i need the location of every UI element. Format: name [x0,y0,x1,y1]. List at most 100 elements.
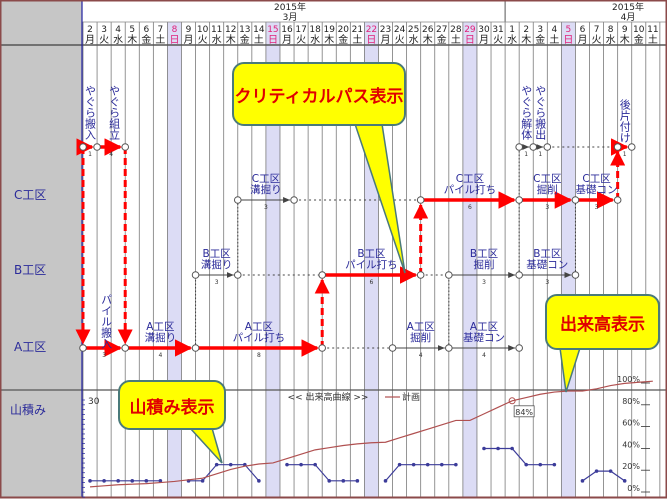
day-number: 17 [295,25,306,35]
resource-point [228,462,233,467]
task-label: パイル打ち [444,183,497,196]
weekday-label: 日 [169,35,179,46]
event-node [79,143,87,151]
task-area-label: A工区 [245,321,273,333]
resource-point [130,479,135,483]
event-node [93,143,101,151]
callout-earned-value: 出来高表示 [545,294,660,350]
task-label: 基礎コン [576,183,618,196]
task-area-label: B工区 [357,248,385,260]
event-node [613,143,622,151]
weekday-label: 月 [184,34,194,46]
legend-plan-label: 計画 [402,391,420,403]
event-node [416,196,425,204]
day-number: 31 [492,25,503,35]
right-axis-label: 20% [622,462,640,471]
resource-point [299,462,303,467]
event-node [613,196,622,204]
task-area-label: A工区 [146,321,174,333]
resource-point [608,469,613,473]
task-area-label: C工区 [252,173,280,185]
day-number: 9 [186,25,192,35]
task-label: やぐら組立 [108,85,121,140]
day-number: 1 [509,25,515,35]
weekday-label: 木 [324,34,334,46]
day-number: 29 [464,25,476,35]
right-axis-label: 60% [622,419,640,428]
resource-point [214,462,219,467]
resource-point [496,446,500,451]
callout-critical-path-tail [353,123,406,274]
task-label: 掘削 [537,183,558,196]
row-label-B: B工区 [14,263,46,277]
weekday-label: 木 [423,34,433,46]
resource-point [538,462,543,467]
day-number: 8 [608,25,614,35]
task-label: パイル搬入 [100,294,113,349]
weekday-label: 木 [127,34,137,46]
day-number: 7 [594,25,600,35]
task-area-label: B工区 [470,248,498,260]
weekday-label: 火 [99,34,109,46]
day-number: 30 [478,25,490,35]
weekday-label: 木 [226,34,236,46]
event-node [79,344,87,352]
resource-point [439,462,444,467]
resource-point [580,479,585,483]
resource-point [355,479,360,483]
resource-point [285,462,289,467]
resource-point [313,462,317,467]
resource-point [594,469,599,473]
day-number: 9 [622,25,628,35]
day-number: 7 [158,25,164,35]
progress-label: 84% [515,408,533,417]
event-node [191,344,200,352]
weekday-label: 月 [85,34,95,46]
resource-point [425,462,430,467]
weekday-label: 水 [409,34,419,46]
day-number: 5 [566,25,572,35]
day-number: 5 [129,25,135,35]
weekday-label: 火 [198,34,208,46]
resource-point [397,462,402,467]
task-label: パイル打ち [345,258,398,271]
day-number: 10 [197,25,209,35]
task-area-label: C工区 [582,173,610,185]
weekday-label: 土 [155,33,165,46]
weekday-label: 火 [296,34,306,46]
right-axis-label: 80% [622,397,640,406]
row-label-A: A工区 [14,340,46,354]
task-label: 後片付け [618,98,631,143]
weekday-label: 火 [592,34,602,46]
weekday-label: 日 [366,35,376,46]
resource-point [482,446,486,451]
day-number: 21 [352,25,363,35]
row-label-resource: 山積み [10,402,46,417]
weekday-label: 水 [310,34,320,46]
resource-line [483,447,555,466]
day-number: 16 [281,25,293,35]
task-label: やぐら解体 [520,85,533,140]
task-area-label: B工区 [203,248,231,260]
resource-point [158,479,163,483]
callout-critical-path: クリティカルパス表示 [232,62,406,126]
task-duration: 1 [88,151,92,158]
task-label: 基礎コン [463,331,505,344]
resource-point [102,479,106,483]
resource-point [116,479,120,483]
task-duration: 4 [419,352,423,359]
right-axis-label: 40% [622,440,640,449]
task-label: 溝掘り [145,331,177,344]
task-duration: 4 [109,151,113,158]
weekday-label: 月 [577,34,587,46]
day-number: 24 [394,25,406,35]
day-number: 19 [323,25,335,35]
task-duration: 8 [257,352,261,359]
task-label: 溝掘り [250,183,282,196]
event-node [121,344,130,352]
resource-point [622,479,627,483]
weekday-label: 金 [634,33,644,46]
weekday-label: 火 [395,34,405,46]
task-duration: 3 [482,279,486,286]
